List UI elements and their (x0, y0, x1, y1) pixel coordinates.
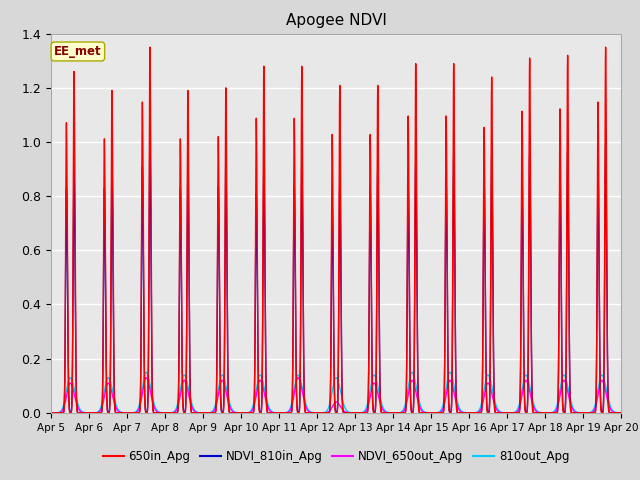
NDVI_650out_Apg (169, 410, 177, 416)
NDVI_650out_Apg (496, 409, 504, 415)
Legend: 650in_Apg, NDVI_810in_Apg, NDVI_650out_Apg, 810out_Apg: 650in_Apg, NDVI_810in_Apg, NDVI_650out_A… (98, 445, 574, 468)
NDVI_810in_Apg (163, 410, 171, 416)
NDVI_810in_Apg (615, 410, 623, 416)
650in_Apg (169, 410, 177, 416)
650in_Apg (415, 407, 422, 413)
NDVI_650out_Apg (142, 375, 150, 381)
810out_Apg (163, 410, 171, 416)
NDVI_810in_Apg (169, 410, 177, 416)
NDVI_650out_Apg (415, 401, 422, 407)
810out_Apg (615, 410, 623, 416)
NDVI_810in_Apg (617, 410, 625, 416)
810out_Apg (496, 408, 504, 414)
810out_Apg (617, 410, 625, 416)
NDVI_810in_Apg (415, 405, 422, 411)
Title: Apogee NDVI: Apogee NDVI (285, 13, 387, 28)
810out_Apg (142, 369, 150, 375)
650in_Apg (260, 119, 268, 124)
Line: NDVI_650out_Apg: NDVI_650out_Apg (51, 378, 621, 413)
Line: 810out_Apg: 810out_Apg (51, 372, 621, 413)
NDVI_810in_Apg (496, 410, 504, 416)
Line: 650in_Apg: 650in_Apg (51, 47, 621, 413)
810out_Apg (169, 409, 177, 415)
NDVI_650out_Apg (47, 410, 55, 416)
810out_Apg (415, 396, 422, 402)
Text: EE_met: EE_met (54, 45, 102, 58)
NDVI_810in_Apg (47, 410, 55, 416)
650in_Apg (617, 410, 625, 416)
NDVI_650out_Apg (163, 410, 171, 416)
650in_Apg (615, 410, 623, 416)
NDVI_650out_Apg (617, 410, 625, 416)
NDVI_650out_Apg (260, 391, 268, 397)
Line: NDVI_810in_Apg: NDVI_810in_Apg (51, 139, 621, 413)
650in_Apg (47, 410, 55, 416)
NDVI_810in_Apg (146, 136, 154, 142)
NDVI_810in_Apg (260, 206, 268, 212)
NDVI_650out_Apg (615, 410, 623, 416)
810out_Apg (260, 386, 268, 392)
650in_Apg (602, 44, 609, 50)
650in_Apg (496, 410, 504, 416)
810out_Apg (47, 410, 55, 416)
650in_Apg (163, 410, 171, 416)
